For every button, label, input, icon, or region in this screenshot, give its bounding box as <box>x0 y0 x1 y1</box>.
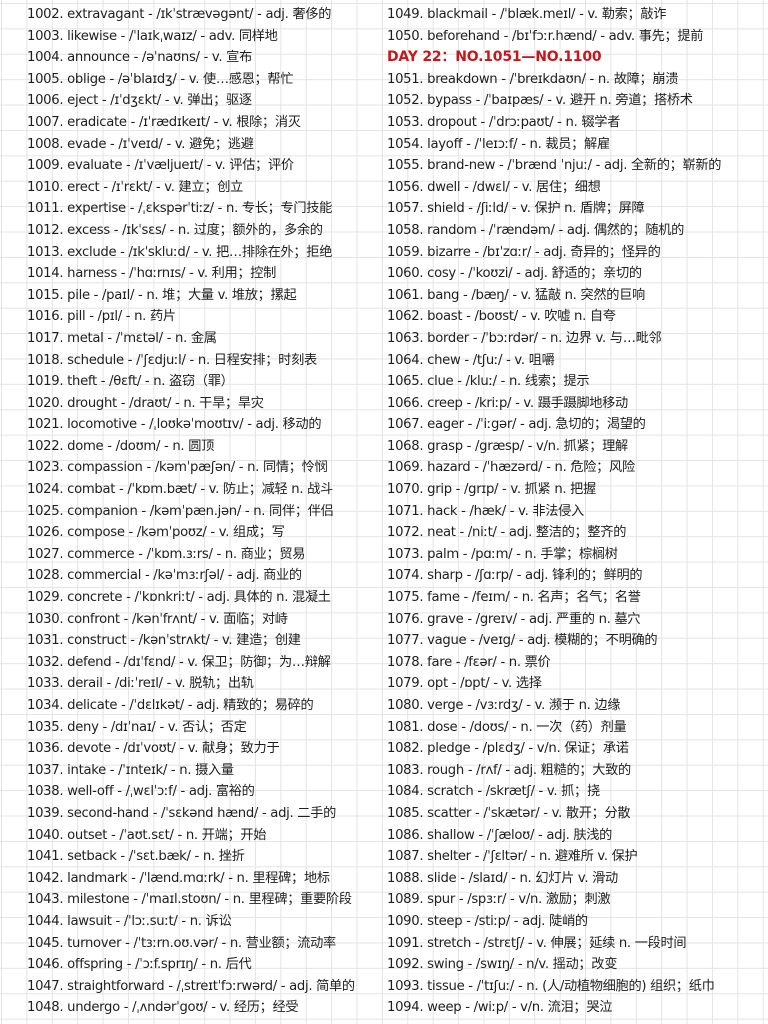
vocabulary-entry: 1075. fame - /feɪm/ - n. 名声；名气；名誉 <box>387 590 641 606</box>
vocabulary-entry: 1027. commerce - /ˈkɒm.ɜːrs/ - n. 商业；贸易 <box>27 546 306 562</box>
vocabulary-entry: 1026. compose - /kəmˈpoʊz/ - v. 组成；写 <box>27 525 285 541</box>
vocabulary-entry: 1019. theft - /θɛft/ - n. 盗窃（罪） <box>27 374 234 390</box>
vocabulary-entry: 1057. shield - /ʃiːld/ - v. 保护 n. 盾牌；屏障 <box>387 201 645 217</box>
vocabulary-entry: 1014. harness - /ˈhɑːrnɪs/ - v. 利用；控制 <box>27 266 277 282</box>
vocabulary-entry: 1049. blackmail - /ˈblæk.meɪl/ - v. 勒索；敲… <box>387 7 667 22</box>
vocabulary-entry: 1011. expertise - /ˌɛkspərˈtiːz/ - n. 专长… <box>27 201 333 217</box>
vocabulary-entry: 1058. random - /ˈrændəm/ - adj. 偶然的；随机的 <box>387 222 685 238</box>
vocabulary-entry: 1029. concrete - /ˈkɒnkriːt/ - adj. 具体的 … <box>27 590 331 606</box>
vocabulary-entry: 1091. stretch - /strɛtʃ/ - v. 伸展；延续 n. 一… <box>387 935 687 951</box>
vocabulary-entry: 1087. shelter - /ˈʃɛltər/ - n. 避难所 v. 保护 <box>387 849 638 865</box>
vocabulary-entry: 1024. combat - /ˈkɒm.bæt/ - v. 防止；减轻 n. … <box>27 482 333 498</box>
vocabulary-entry: 1046. offspring - /ˈɔːf.sprɪŋ/ - n. 后代 <box>27 957 252 973</box>
vocabulary-entry: 1044. lawsuit - /ˈlɔː.suːt/ - n. 诉讼 <box>27 913 232 929</box>
vocabulary-entry: 1035. deny - /dɪˈnaɪ/ - v. 否认；否定 <box>27 719 247 735</box>
vocabulary-entry: 1079. opt - /ɒpt/ - v. 选择 <box>387 676 542 692</box>
vocabulary-entry: 1085. scatter - /ˈskætər/ - v. 散开；分散 <box>387 805 631 821</box>
vocabulary-entry: 1088. slide - /slaɪd/ - n. 幻灯片 v. 滑动 <box>387 870 618 886</box>
vocabulary-entry: 1056. dwell - /dwɛl/ - v. 居住；细想 <box>387 179 601 195</box>
vocabulary-entry: 1007. eradicate - /ɪˈrædɪkeɪt/ - v. 根除；消… <box>27 114 301 130</box>
vocabulary-entry: 1062. boast - /boʊst/ - v. 吹嘘 n. 自夸 <box>387 309 616 325</box>
vocabulary-entry: 1037. intake - /ˈɪnteɪk/ - n. 摄入量 <box>27 762 234 778</box>
vocabulary-entry: 1032. defend - /dɪˈfɛnd/ - v. 保卫；防御；为…辩解 <box>27 654 331 670</box>
vocabulary-entry: 1081. dose - /doʊs/ - n. 一次（药）剂量 <box>387 719 627 735</box>
vocabulary-entry: 1050. beforehand - /bɪˈfɔːr.hænd/ - adv.… <box>387 28 704 44</box>
vocabulary-entry: 1002. extravagant - /ɪkˈstrævəgənt/ - ad… <box>27 7 332 22</box>
vocabulary-entry: 1090. steep - /stiːp/ - adj. 陡峭的 <box>387 913 588 929</box>
vocabulary-entry: 1022. dome - /doʊm/ - n. 圆顶 <box>27 438 214 454</box>
vocabulary-entry: 1092. swing - /swɪŋ/ - n/v. 摇动；改变 <box>387 957 618 973</box>
vocabulary-entry: 1053. dropout - /ˈdrɔːpaʊt/ - n. 辍学者 <box>387 114 621 130</box>
vocabulary-entry: 1012. excess - /ɪkˈsɛs/ - n. 过度；额外的，多余的 <box>27 222 323 238</box>
vocabulary-entry: 1066. creep - /kriːp/ - v. 蹑手蹑脚地移动 <box>387 395 628 411</box>
vocabulary-list-left: 1002. extravagant - /ɪkˈstrævəgənt/ - ad… <box>27 4 382 1019</box>
vocabulary-entry: 1043. milestone - /ˈmaɪl.stoʊn/ - n. 里程碑… <box>27 892 352 908</box>
vocabulary-entry: 1070. grip - /grɪp/ - v. 抓紧 n. 把握 <box>387 482 596 498</box>
vocabulary-entry: 1042. landmark - /ˈlænd.mɑːrk/ - n. 里程碑；… <box>27 870 330 886</box>
vocabulary-entry: 1072. neat - /niːt/ - adj. 整洁的；整齐的 <box>387 525 627 541</box>
vocabulary-entry: 1020. drought - /draʊt/ - n. 干旱；旱灾 <box>27 395 264 411</box>
vocabulary-entry: 1086. shallow - /ˈʃæloʊ/ - adj. 肤浅的 <box>387 827 613 843</box>
vocabulary-entry: 1064. chew - /tʃuː/ - v. 咀嚼 <box>387 352 555 368</box>
vocabulary-entry: 1006. eject - /ɪˈdʒɛkt/ - v. 弹出；驱逐 <box>27 93 252 109</box>
vocabulary-entry: 1038. well-off - /ˌwɛlˈɔːf/ - adj. 富裕的 <box>27 784 255 800</box>
vocabulary-entry: 1068. grasp - /græsp/ - v/n. 抓紧；理解 <box>387 438 628 454</box>
vocabulary-entry: 1074. sharp - /ʃɑːrp/ - adj. 锋利的；鲜明的 <box>387 568 643 584</box>
vocabulary-entry: 1016. pill - /pɪl/ - n. 药片 <box>27 309 176 325</box>
vocabulary-entry: 1041. setback - /ˈsɛt.bæk/ - n. 挫折 <box>27 849 245 865</box>
vocabulary-entry: 1009. evaluate - /ɪˈvæljueɪt/ - v. 评估；评价 <box>27 158 294 174</box>
vocabulary-entry: 1005. oblige - /əˈblaɪdʒ/ - v. 使…感恩；帮忙 <box>27 71 294 87</box>
vocabulary-entry: 1054. layoff - /ˈleɪɔːf/ - n. 裁员；解雇 <box>387 136 610 152</box>
vocabulary-entry: 1017. metal - /ˈmɛtəl/ - n. 金属 <box>27 330 217 346</box>
vocabulary-entry: 1093. tissue - /ˈtɪʃuː/ - n. (人/动植物细胞的) … <box>387 978 715 994</box>
vocabulary-entry: 1065. clue - /kluː/ - n. 线索；提示 <box>387 374 590 390</box>
vocabulary-entry: 1018. schedule - /ˈʃɛdjuːl/ - n. 日程安排；时刻… <box>27 352 317 368</box>
vocabulary-entry: 1055. brand-new - /ˈbrænd ˈnjuː/ - adj. … <box>387 158 722 174</box>
vocabulary-entry: 1039. second-hand - /ˈsɛkənd hænd/ - adj… <box>27 805 336 821</box>
vocabulary-entry: 1078. fare - /fɛər/ - n. 票价 <box>387 654 551 670</box>
vocabulary-entry: 1076. grave - /greɪv/ - adj. 严重的 n. 墓穴 <box>387 611 641 627</box>
vocabulary-entry: 1048. undergo - /ˌʌndərˈgoʊ/ - v. 经历；经受 <box>27 1000 299 1016</box>
vocabulary-list-right: 1049. blackmail - /ˈblæk.meɪl/ - v. 勒索；敲… <box>387 4 767 1019</box>
vocabulary-entry: 1045. turnover - /ˈtɜːrn.oʊ.vər/ - n. 营业… <box>27 935 336 951</box>
vocabulary-entry: 1008. evade - /ɪˈveɪd/ - v. 避免；逃避 <box>27 136 254 152</box>
vocabulary-entry: 1051. breakdown - /ˈbreɪkdaʊn/ - n. 故障；崩… <box>387 71 679 87</box>
vocabulary-entry: 1025. companion - /kəmˈpæn.jən/ - n. 同伴；… <box>27 503 334 519</box>
vocabulary-entry: 1031. construct - /kənˈstrʌkt/ - v. 建造；创… <box>27 633 301 649</box>
vocabulary-entry: 1030. confront - /kənˈfrʌnt/ - v. 面临；对峙 <box>27 611 288 627</box>
day-section-header: DAY 22：NO.1051—NO.1100 <box>387 49 602 66</box>
vocabulary-entry: 1082. pledge - /plɛdʒ/ - v/n. 保证；承诺 <box>387 741 629 757</box>
vocabulary-entry: 1010. erect - /ɪˈrɛkt/ - v. 建立；创立 <box>27 179 243 195</box>
vocabulary-entry: 1063. border - /ˈbɔːrdər/ - n. 边界 v. 与…毗… <box>387 330 662 346</box>
vocabulary-entry: 1060. cosy - /ˈkoʊzi/ - adj. 舒适的；亲切的 <box>387 266 642 282</box>
vocabulary-entry: 1028. commercial - /kəˈmɜːrʃəl/ - adj. 商… <box>27 568 302 584</box>
vocabulary-entry: 1083. rough - /rʌf/ - adj. 粗糙的；大致的 <box>387 762 631 778</box>
vocabulary-entry: 1040. outset - /ˈaʊt.sɛt/ - n. 开端；开始 <box>27 827 267 843</box>
vocabulary-entry: 1067. eager - /ˈiːgər/ - adj. 急切的；渴望的 <box>387 417 646 433</box>
vocabulary-entry: 1004. announce - /əˈnaʊns/ - v. 宣布 <box>27 50 252 66</box>
vocabulary-entry: 1071. hack - /hæk/ - v. 非法侵入 <box>387 503 584 519</box>
vocabulary-entry: 1089. spur - /spɜːr/ - v/n. 激励；刺激 <box>387 892 611 908</box>
vocabulary-entry: 1069. hazard - /ˈhæzərd/ - n. 危险；风险 <box>387 460 635 476</box>
vocabulary-entry: 1084. scratch - /skrætʃ/ - v. 抓；挠 <box>387 784 600 800</box>
vocabulary-entry: 1034. delicate - /ˈdɛlɪkət/ - adj. 精致的；易… <box>27 698 314 713</box>
vocabulary-entry: 1073. palm - /pɑːm/ - n. 手掌；棕榈树 <box>387 546 618 562</box>
vocabulary-entry: 1047. straightforward - /ˌstreɪtˈfɔːrwər… <box>27 978 355 994</box>
vocabulary-entry: 1080. verge - /vɜːrdʒ/ - v. 濒于 n. 边缘 <box>387 698 621 713</box>
vocabulary-entry: 1013. exclude - /ɪkˈskluːd/ - v. 把…排除在外；… <box>27 244 333 260</box>
vocabulary-entry: 1023. compassion - /kəmˈpæʃən/ - n. 同情；怜… <box>27 460 328 476</box>
vocabulary-entry: 1059. bizarre - /bɪˈzɑːr/ - adj. 奇异的；怪异的 <box>387 244 661 260</box>
vocabulary-entry: 1052. bypass - /ˈbaɪpæs/ - v. 避开 n. 旁道；搭… <box>387 93 693 109</box>
vocabulary-entry: 1036. devote - /dɪˈvoʊt/ - v. 献身；致力于 <box>27 741 280 757</box>
vocabulary-entry: 1033. derail - /diːˈreɪl/ - v. 脱轨；出轨 <box>27 676 254 692</box>
vocabulary-entry: 1021. locomotive - /ˌloʊkəˈmoʊtɪv/ - adj… <box>27 417 322 433</box>
vocabulary-entry: 1003. likewise - /ˈlaɪkˌwaɪz/ - adv. 同样地 <box>27 28 278 44</box>
vocabulary-entry: 1015. pile - /paɪl/ - n. 堆；大量 v. 堆放；摞起 <box>27 287 297 303</box>
vocabulary-entry: 1077. vague - /veɪg/ - adj. 模糊的；不明确的 <box>387 633 658 649</box>
vocabulary-entry: 1061. bang - /bæŋ/ - v. 猛敲 n. 突然的巨响 <box>387 287 645 303</box>
vocabulary-entry: 1094. weep - /wiːp/ - v/n. 流泪；哭泣 <box>387 1000 613 1016</box>
